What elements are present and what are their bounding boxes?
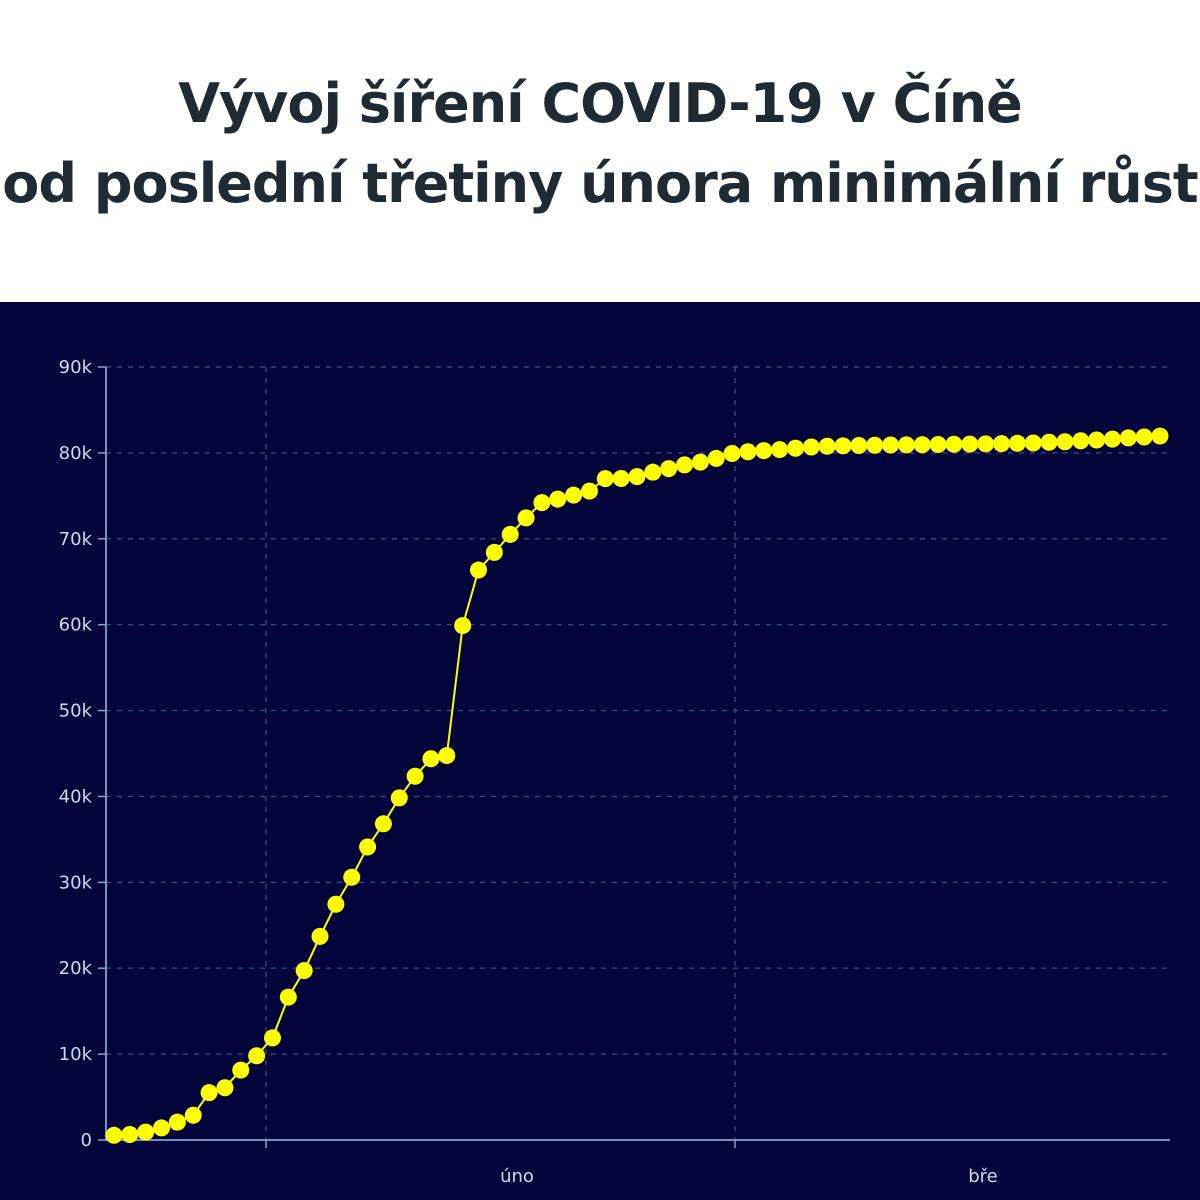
data-point — [1088, 431, 1106, 449]
data-point — [470, 561, 488, 579]
data-point — [961, 435, 979, 453]
data-point — [1151, 427, 1169, 445]
data-point — [691, 453, 709, 471]
data-point — [1135, 428, 1153, 446]
y-tick-label: 40k — [59, 786, 93, 807]
data-point — [882, 436, 900, 454]
data-point — [533, 494, 551, 512]
data-point — [438, 747, 456, 765]
data-point — [580, 482, 598, 500]
data-point — [644, 463, 662, 481]
data-point — [612, 469, 630, 487]
data-point — [343, 868, 361, 886]
data-point — [993, 435, 1011, 453]
y-tick-label: 90k — [59, 357, 93, 378]
data-point — [1024, 434, 1042, 452]
data-point — [771, 441, 789, 459]
data-point — [707, 449, 725, 467]
y-tick-label: 30k — [59, 872, 93, 893]
data-point — [818, 437, 836, 455]
data-point — [929, 435, 947, 453]
data-point — [739, 443, 757, 461]
data-point — [802, 438, 820, 456]
y-tick-label: 10k — [59, 1044, 93, 1065]
data-point — [359, 838, 377, 856]
data-point — [454, 617, 472, 635]
data-point — [263, 1029, 281, 1047]
y-tick-label: 60k — [59, 615, 93, 636]
data-point — [200, 1084, 218, 1102]
data-point — [1103, 430, 1121, 448]
data-point — [422, 750, 440, 768]
data-point — [786, 439, 804, 457]
data-point — [596, 470, 614, 488]
data-point — [279, 988, 297, 1006]
data-point — [1040, 433, 1058, 451]
data-point — [153, 1119, 171, 1137]
chart-area: 0 10k 20k 30k 40k 50k 60k 70k 80k 90k úno bře — [0, 302, 1200, 1200]
data-point — [755, 442, 773, 460]
data-point — [105, 1126, 123, 1144]
data-point — [485, 543, 503, 561]
data-point — [216, 1079, 234, 1097]
data-point — [866, 436, 884, 454]
data-point — [1008, 434, 1026, 452]
y-tick-label: 0 — [81, 1130, 92, 1151]
y-tick-label: 80k — [59, 443, 93, 464]
x-tick-label: bře — [968, 1166, 998, 1187]
data-point — [184, 1106, 202, 1124]
data-point — [565, 486, 583, 504]
data-point — [311, 927, 329, 945]
data-point — [248, 1047, 266, 1065]
y-tick-label: 50k — [59, 701, 93, 722]
data-point — [406, 767, 424, 785]
data-point — [390, 789, 408, 807]
y-tick-label: 70k — [59, 529, 93, 550]
data-point — [232, 1061, 250, 1079]
data-point — [628, 468, 646, 486]
data-point — [1119, 429, 1137, 447]
y-tick-label: 20k — [59, 958, 93, 979]
x-tick-label: úno — [500, 1166, 534, 1187]
data-point — [295, 962, 313, 980]
data-point — [121, 1125, 139, 1143]
data-point — [374, 815, 392, 833]
data-point — [327, 895, 345, 913]
data-point — [1072, 432, 1090, 450]
data-point — [945, 435, 963, 453]
data-point — [834, 437, 852, 455]
data-point — [913, 436, 931, 454]
data-point — [723, 444, 741, 462]
line-chart: 0 10k 20k 30k 40k 50k 60k 70k 80k 90k úno bře — [59, 357, 1170, 1187]
data-point — [501, 525, 519, 543]
chart-title-line-2: od poslední třetiny února minimální růst — [2, 152, 1198, 215]
data-point — [977, 435, 995, 453]
data-point — [1056, 433, 1074, 451]
chart-title-line-1: Vývoj šíření COVID-19 v Číně — [178, 72, 1023, 135]
data-point — [897, 436, 915, 454]
data-point — [137, 1123, 155, 1141]
data-point — [660, 460, 678, 478]
data-point — [676, 456, 694, 474]
title-area: Vývoj šíření COVID-19 v Číně od poslední… — [0, 0, 1200, 302]
data-point — [850, 437, 868, 455]
data-point — [549, 490, 567, 508]
data-point — [168, 1113, 186, 1131]
data-point — [517, 509, 535, 527]
